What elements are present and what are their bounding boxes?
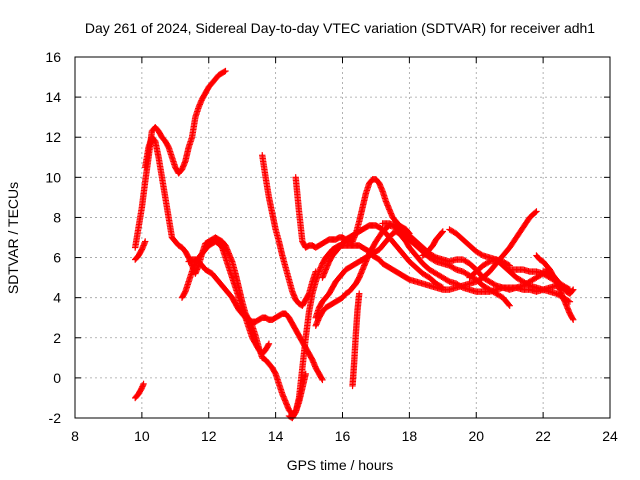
data-point xyxy=(439,284,447,291)
y-tick-label: -2 xyxy=(49,410,62,426)
y-tick-label: 14 xyxy=(45,89,61,105)
x-axis-label: GPS time / hours xyxy=(287,457,394,473)
data-point xyxy=(221,68,228,75)
y-tick-label: 8 xyxy=(53,209,61,225)
y-tick-label: 16 xyxy=(45,49,61,65)
data-point xyxy=(438,283,445,291)
data-point xyxy=(222,67,229,75)
data-point xyxy=(318,375,325,382)
series-track-f xyxy=(185,256,326,384)
x-tick-label: 18 xyxy=(402,428,418,444)
y-tick-label: 10 xyxy=(45,169,61,185)
x-tick-label: 14 xyxy=(268,428,284,444)
x-tick-label: 20 xyxy=(468,428,484,444)
data-point xyxy=(140,380,147,388)
series-track-h xyxy=(292,174,413,251)
y-tick-label: 0 xyxy=(53,370,61,386)
y-axis-label: SDTVAR / TECUs xyxy=(5,182,21,294)
y-tick-label: 6 xyxy=(53,250,61,266)
x-tick-label: 16 xyxy=(335,428,351,444)
data-points xyxy=(131,67,577,422)
y-tick-label: 2 xyxy=(53,330,61,346)
series-track-a xyxy=(131,380,147,402)
x-tick-label: 10 xyxy=(134,428,150,444)
data-point xyxy=(142,238,149,245)
series-track-c xyxy=(131,238,149,263)
data-point xyxy=(356,290,363,297)
x-tick-label: 24 xyxy=(602,428,618,444)
series-track-e xyxy=(178,238,273,358)
x-tick-label: 8 xyxy=(71,428,79,444)
data-point xyxy=(265,340,273,347)
data-point xyxy=(319,376,326,384)
y-tick-label: 12 xyxy=(45,129,61,145)
x-tick-label: 22 xyxy=(535,428,551,444)
series-track-l xyxy=(349,290,363,390)
data-point xyxy=(532,209,539,216)
series-track-g xyxy=(259,152,319,309)
data-point xyxy=(265,341,272,349)
data-point xyxy=(533,208,540,215)
y-tick-label: 4 xyxy=(53,290,61,306)
chart-title: Day 261 of 2024, Sidereal Day-to-day VTE… xyxy=(85,20,595,36)
series-track-k xyxy=(319,222,447,291)
x-tick-label: 12 xyxy=(201,428,217,444)
